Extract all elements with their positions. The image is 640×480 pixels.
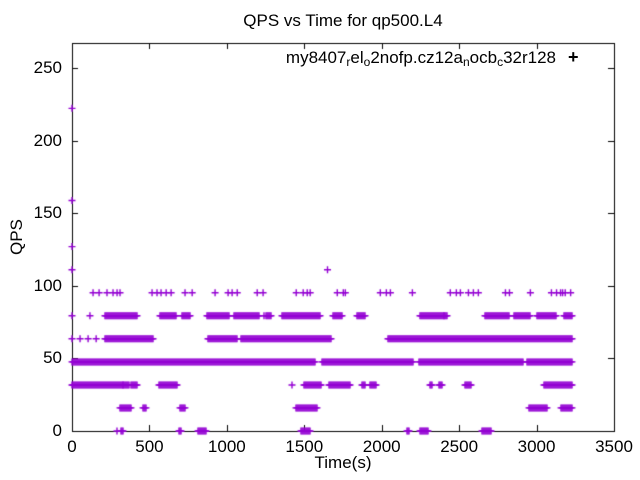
legend-text-run: el bbox=[350, 48, 364, 67]
legend-text-run: 32r128 bbox=[503, 48, 556, 67]
x-axis-label: Time(s) bbox=[314, 453, 372, 472]
legend-subscript: r bbox=[346, 55, 351, 69]
legend-series-label: my8407relo2nofp.cz12anocbc32r128 bbox=[286, 48, 556, 69]
x-tick-label: 2000 bbox=[362, 437, 401, 456]
legend-subscript: c bbox=[497, 55, 504, 69]
y-tick-label: 200 bbox=[33, 130, 62, 150]
x-tick-label: 500 bbox=[135, 437, 164, 456]
x-tick-label: 2500 bbox=[440, 437, 479, 456]
x-tick-label: 0 bbox=[67, 437, 77, 456]
y-tick-label: 50 bbox=[43, 348, 62, 368]
y-tick-label: 250 bbox=[33, 58, 62, 77]
x-tick-label: 3000 bbox=[517, 437, 556, 456]
legend-subscript: n bbox=[462, 55, 470, 69]
x-tick-label: 3500 bbox=[595, 437, 633, 456]
legend-text-run: 2nofp.cz12a bbox=[370, 48, 463, 67]
y-tick-label: 0 bbox=[52, 421, 62, 440]
chart-title: QPS vs Time for qp500.L4 bbox=[243, 11, 443, 30]
x-tick-label: 1500 bbox=[285, 437, 324, 456]
legend-text-run: my8407 bbox=[285, 48, 347, 67]
x-tick-label: 1000 bbox=[207, 437, 246, 456]
legend-plus-marker: + bbox=[568, 47, 579, 67]
y-tick-label: 100 bbox=[33, 275, 62, 295]
y-axis-label: QPS bbox=[7, 219, 26, 255]
legend-text-run: ocb bbox=[469, 48, 498, 67]
legend-subscript: o bbox=[363, 55, 371, 69]
y-tick-label: 150 bbox=[33, 203, 62, 223]
